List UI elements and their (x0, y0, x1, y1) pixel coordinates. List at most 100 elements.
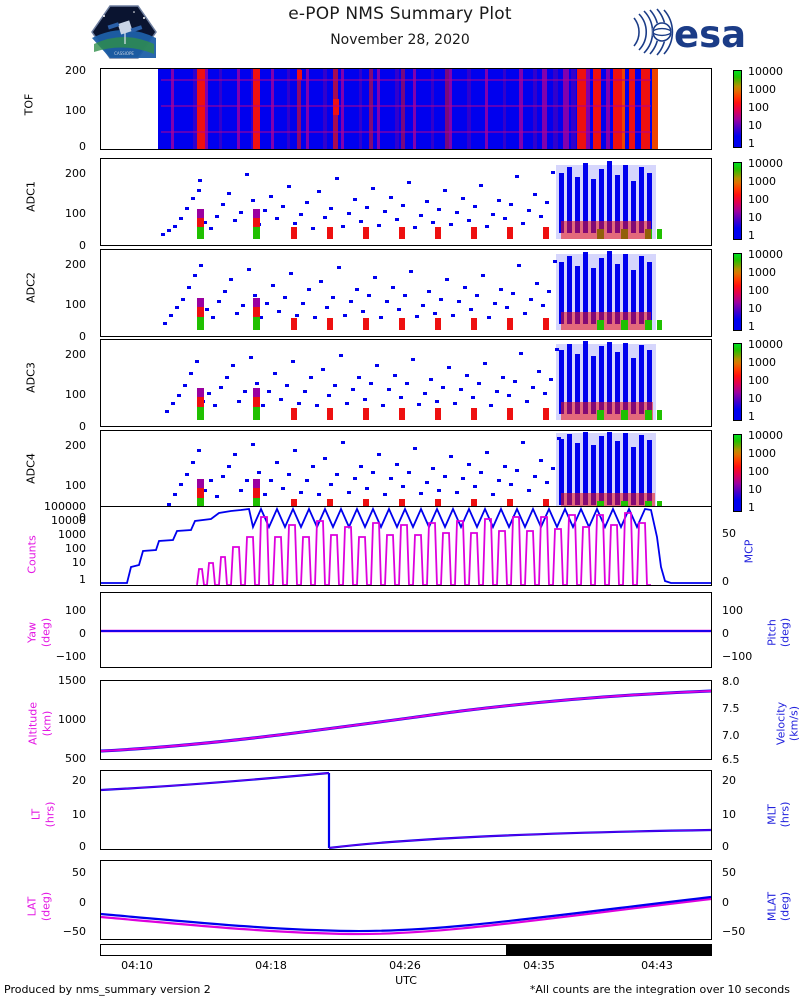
epop-mission-logo: CASSIOPE (88, 4, 160, 60)
ytick-counts-10: 10 (72, 556, 86, 569)
axis-label-tof: TOF (22, 93, 36, 116)
axis-label-lt: LT (29, 808, 43, 821)
cbar-label-10: 10 (748, 302, 762, 315)
cbar-label-1: 1 (748, 501, 755, 514)
xtick-0418: 04:18 (255, 959, 287, 972)
cbar-label-1: 1 (748, 137, 755, 150)
colorbar-adc2 (733, 253, 742, 331)
axis-label-adc3: ADC3 (24, 362, 38, 393)
ytick-tof-0: 0 (79, 140, 86, 153)
axis-label-adc4: ADC4 (24, 453, 38, 484)
cbar-label-10000: 10000 (748, 429, 783, 442)
lat-mlat-traces (101, 895, 711, 936)
xtick-0410: 04:10 (121, 959, 153, 972)
axis-label-lat: LAT (25, 896, 39, 917)
plot-area-adc2[interactable] (100, 249, 712, 337)
plot-area-lt-mlt[interactable] (100, 770, 712, 850)
esa-logo: esa (632, 8, 762, 56)
plot-area-adc4[interactable] (100, 430, 712, 518)
ytick-mlat-50: 50 (722, 866, 736, 879)
ytick-alt-500: 500 (65, 752, 86, 765)
plot-area-altitude-velocity[interactable] (100, 680, 712, 760)
ytick-adc2-100: 100 (65, 298, 86, 311)
plot-area-counts-mcp[interactable] (100, 506, 712, 586)
ytick-mcp-0: 0 (722, 575, 729, 588)
footer-integration-note: *All counts are the integration over 10 … (529, 983, 790, 996)
ytick-vel-65: 6.5 (722, 753, 740, 766)
footer-producer-note: Produced by nms_summary version 2 (4, 983, 211, 996)
cbar-label-10000: 10000 (748, 338, 783, 351)
axis-label-mlt: MLT (765, 804, 779, 825)
xtick-0443: 04:43 (641, 959, 673, 972)
axis-label-mlat: MLAT (765, 891, 779, 922)
ytick-adc3-0: 0 (79, 420, 86, 433)
plot-area-adc1[interactable] (100, 158, 712, 246)
ytick-adc1-100: 100 (65, 207, 86, 220)
plot-area-tof[interactable] (100, 68, 712, 150)
yaw-pitch-traces (101, 629, 711, 633)
plot-area-yaw-pitch[interactable] (100, 592, 712, 668)
xaxis-offset-label: +1.6572e9 (633, 944, 706, 959)
cbar-label-10000: 10000 (748, 157, 783, 170)
plot-area-lat-mlat[interactable] (100, 860, 712, 940)
cbar-label-1: 1 (748, 229, 755, 242)
cbar-label-1000: 1000 (748, 175, 776, 188)
cbar-label-1: 1 (748, 410, 755, 423)
cbar-label-10000: 10000 (748, 248, 783, 261)
ytick-mcp-50: 50 (722, 527, 736, 540)
svg-text:CASSIOPE: CASSIOPE (114, 51, 134, 56)
xaxis-title: UTC (395, 974, 417, 987)
ytick-mlt-10: 10 (722, 808, 736, 821)
ytick-adc3-200: 200 (65, 348, 86, 361)
ytick-lt-20: 20 (72, 774, 86, 787)
ytick-alt-1500: 1500 (58, 674, 86, 687)
cbar-label-1: 1 (748, 320, 755, 333)
ytick-yaw-neg100: −100 (55, 650, 86, 663)
ytick-adc4-200: 200 (65, 439, 86, 452)
time-range-scrollbar[interactable] (100, 944, 712, 956)
cbar-label-1000: 1000 (748, 447, 776, 460)
counts-mcp-traces (101, 507, 711, 585)
axis-label-mlt-unit: (hrs) (778, 801, 792, 828)
cbar-label-100: 100 (748, 465, 769, 478)
cbar-label-1000: 1000 (748, 266, 776, 279)
ytick-counts-100000: 100000 (44, 500, 86, 513)
xtick-0426: 04:26 (389, 959, 421, 972)
adc3-scatter (165, 341, 662, 420)
ytick-lt-10: 10 (72, 808, 86, 821)
ytick-lat-0: 0 (79, 896, 86, 909)
ytick-lat-50: 50 (72, 866, 86, 879)
lt-mlt-traces (101, 771, 711, 849)
page-title: e-POP NMS Summary Plot (288, 4, 512, 24)
ytick-alt-1000: 1000 (58, 713, 86, 726)
axis-label-velocity: Velocity (774, 701, 788, 746)
adc2-scatter (163, 251, 662, 330)
axis-label-adc1: ADC1 (24, 181, 38, 212)
page-header: CASSIOPE e-POP NMS Summary Plot November… (0, 0, 800, 62)
axis-label-pitch: Pitch (765, 619, 779, 646)
plot-area-adc3[interactable] (100, 339, 712, 427)
page-subtitle: November 28, 2020 (330, 32, 470, 48)
adc1-scatter (161, 161, 662, 239)
axis-label-yaw: Yaw (25, 622, 39, 643)
cbar-label-10: 10 (748, 211, 762, 224)
esa-wordmark: esa (674, 13, 746, 56)
axis-label-pitch-unit: (deg) (778, 617, 792, 648)
ytick-adc1-200: 200 (65, 167, 86, 180)
ytick-adc2-0: 0 (79, 330, 86, 343)
time-range-selected[interactable] (506, 945, 711, 955)
cbar-label-100: 100 (748, 374, 769, 387)
ytick-tof-100: 100 (65, 104, 86, 117)
tof-spectrogram (158, 69, 658, 149)
ytick-yaw-0: 0 (79, 627, 86, 640)
axis-label-adc2: ADC2 (24, 272, 38, 303)
colorbar-adc4 (733, 434, 742, 512)
ytick-pitch-0: 0 (722, 627, 729, 640)
axis-label-velocity-unit: (km/s) (787, 705, 800, 742)
colorbar-adc3 (733, 343, 742, 421)
cbar-label-100: 100 (748, 284, 769, 297)
ytick-lt-0: 0 (79, 840, 86, 853)
ytick-tof-200: 200 (65, 64, 86, 77)
ytick-adc3-100: 100 (65, 388, 86, 401)
ytick-adc2-200: 200 (65, 258, 86, 271)
